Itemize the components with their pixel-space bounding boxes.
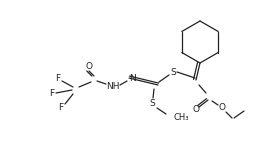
Text: O: O bbox=[218, 104, 226, 113]
Text: S: S bbox=[149, 99, 155, 108]
Text: CH₃: CH₃ bbox=[173, 113, 188, 122]
Text: F: F bbox=[50, 89, 55, 98]
Text: S: S bbox=[170, 67, 176, 76]
Text: F: F bbox=[55, 74, 60, 82]
Text: F: F bbox=[58, 104, 64, 113]
Text: O: O bbox=[86, 62, 92, 71]
Text: N: N bbox=[129, 74, 135, 82]
Text: O: O bbox=[193, 105, 199, 114]
Text: NH: NH bbox=[106, 81, 120, 90]
